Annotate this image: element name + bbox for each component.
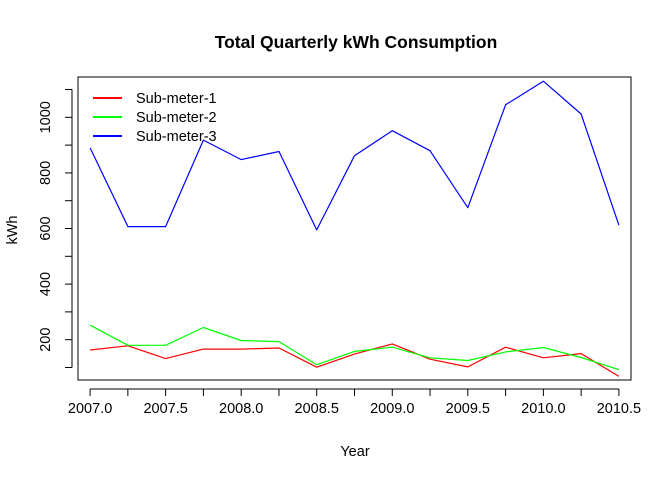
data-point-sub-meter-3 <box>127 226 128 227</box>
x-tick-label: 2007.5 <box>143 401 187 417</box>
data-point-sub-meter-3 <box>316 229 317 230</box>
data-point-sub-meter-1 <box>581 353 582 354</box>
data-point-sub-meter-3 <box>278 151 279 152</box>
data-point-sub-meter-1 <box>241 349 242 350</box>
data-point-sub-meter-1 <box>429 359 430 360</box>
legend-label-sub-meter-1: Sub-meter-1 <box>136 91 217 107</box>
data-point-sub-meter-2 <box>543 347 544 348</box>
data-point-sub-meter-1 <box>618 376 619 377</box>
data-point-sub-meter-3 <box>241 159 242 160</box>
data-point-sub-meter-2 <box>278 341 279 342</box>
y-axis-title: kWh <box>5 216 21 245</box>
series-layer <box>89 80 620 377</box>
data-point-sub-meter-3 <box>165 226 166 227</box>
data-point-sub-meter-3 <box>505 104 506 105</box>
data-point-sub-meter-2 <box>165 345 166 346</box>
data-point-sub-meter-3 <box>429 150 430 151</box>
data-point-sub-meter-3 <box>467 207 468 208</box>
data-point-sub-meter-3 <box>543 81 544 82</box>
data-point-sub-meter-3 <box>392 130 393 131</box>
y-tick-label: 600 <box>38 216 54 240</box>
data-point-sub-meter-1 <box>90 349 91 350</box>
data-point-sub-meter-2 <box>241 340 242 341</box>
data-point-sub-meter-1 <box>316 367 317 368</box>
data-point-sub-meter-2 <box>505 351 506 352</box>
x-tick-label: 2008.5 <box>295 401 339 417</box>
data-point-sub-meter-2 <box>581 357 582 358</box>
plot-frame <box>77 76 632 381</box>
legend-label-sub-meter-2: Sub-meter-2 <box>136 110 217 126</box>
series-line-sub-meter-1 <box>90 343 620 377</box>
chart-title: Total Quarterly kWh Consumption <box>215 32 498 52</box>
data-point-sub-meter-3 <box>354 155 355 156</box>
x-tick-label: 2007.0 <box>68 401 112 417</box>
x-tick-label: 2010.0 <box>521 401 565 417</box>
data-point-sub-meter-2 <box>392 347 393 348</box>
y-axis: 200 400 600 800 1000 <box>38 89 73 368</box>
data-point-sub-meter-3 <box>90 147 91 148</box>
x-tick-label: 2009.5 <box>446 401 490 417</box>
data-point-sub-meter-1 <box>543 357 544 358</box>
data-point-sub-meter-1 <box>278 347 279 348</box>
data-point-sub-meter-2 <box>467 360 468 361</box>
data-point-sub-meter-1 <box>203 349 204 350</box>
series-line-sub-meter-3 <box>89 80 620 231</box>
data-point-sub-meter-2 <box>203 327 204 328</box>
x-axis-title: Year <box>340 444 369 460</box>
y-tick-label: 1000 <box>38 101 54 133</box>
data-point-sub-meter-1 <box>392 343 393 344</box>
series-line-sub-meter-2 <box>89 324 620 371</box>
data-point-sub-meter-2 <box>354 351 355 352</box>
data-point-sub-meter-1 <box>354 354 355 355</box>
data-point-sub-meter-2 <box>316 364 317 365</box>
data-point-sub-meter-2 <box>429 357 430 358</box>
y-tick-label: 200 <box>38 328 54 352</box>
data-point-sub-meter-1 <box>165 358 166 359</box>
data-point-sub-meter-2 <box>90 325 91 326</box>
x-tick-label: 2009.0 <box>370 401 414 417</box>
y-tick-label: 800 <box>38 161 54 185</box>
data-point-sub-meter-3 <box>618 225 619 226</box>
data-point-sub-meter-2 <box>127 345 128 346</box>
legend-label-sub-meter-3: Sub-meter-3 <box>136 129 217 145</box>
data-point-sub-meter-1 <box>467 366 468 367</box>
legend: Sub-meter-1 Sub-meter-2 Sub-meter-3 <box>93 91 217 145</box>
data-point-sub-meter-3 <box>581 113 582 114</box>
y-tick-label: 400 <box>38 272 54 296</box>
data-point-sub-meter-2 <box>618 369 619 370</box>
x-tick-label: 2010.5 <box>597 401 641 417</box>
x-axis: 2007.0 2007.5 2008.0 2008.5 2009.0 2009.5 2010… <box>68 388 641 417</box>
data-point-sub-meter-1 <box>505 347 506 348</box>
x-tick-label: 2008.0 <box>219 401 263 417</box>
